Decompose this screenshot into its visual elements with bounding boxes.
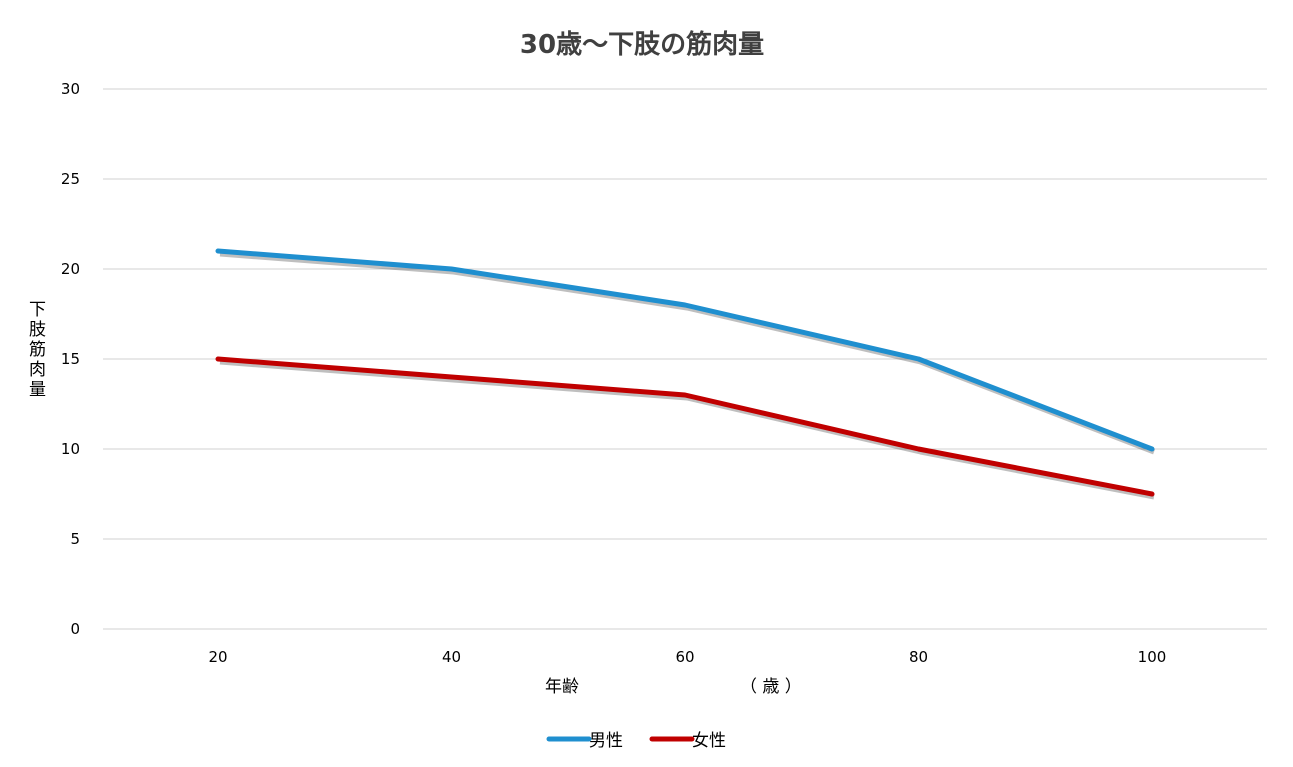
y-tick-label: 10	[61, 440, 80, 458]
legend-label: 男性	[589, 731, 623, 751]
chart-title: 30歳～下肢の筋肉量	[520, 29, 764, 60]
legend: 男性 女性	[546, 731, 726, 751]
y-tick-label: 0	[70, 620, 80, 638]
y-tick-label: 20	[61, 260, 80, 278]
y-axis-ticks: 0 5 10 15 20 25 30	[61, 80, 80, 638]
x-tick-label: 20	[208, 648, 227, 666]
gridlines	[103, 88, 1267, 630]
series-lines	[215, 248, 1155, 500]
y-tick-label: 25	[61, 170, 80, 188]
series-line-男性	[215, 248, 1155, 452]
series-line-女性	[215, 356, 1155, 497]
x-tick-label: 100	[1138, 648, 1167, 666]
x-tick-label: 60	[675, 648, 694, 666]
x-axis-ticks: 20 40 60 80 100	[208, 648, 1166, 666]
y-tick-label: 30	[61, 80, 80, 98]
x-tick-label: 80	[909, 648, 928, 666]
x-axis-unit: （ 歳 ）	[740, 677, 802, 697]
series-line-shadow	[219, 251, 1155, 455]
x-tick-label: 40	[442, 648, 461, 666]
x-axis-label: 年齢	[545, 677, 579, 697]
y-axis-label: 下肢筋肉量	[25, 300, 45, 400]
series-line-shadow	[219, 359, 1155, 500]
legend-label: 女性	[692, 731, 726, 751]
y-tick-label: 5	[70, 530, 80, 548]
y-tick-label: 15	[61, 350, 80, 368]
